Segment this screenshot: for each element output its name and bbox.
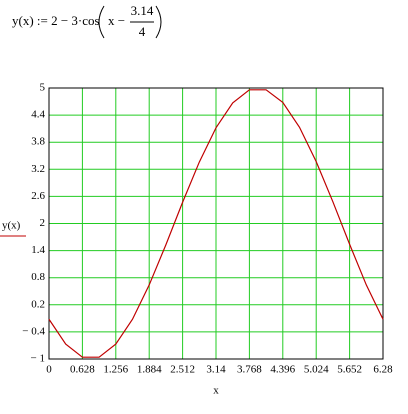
y-tick-label: 0.2 [31, 298, 45, 310]
y-axis-label: y(x) [2, 220, 21, 232]
y-tick-label: 1.4 [31, 244, 45, 256]
x-tick-label: 3.768 [237, 364, 262, 376]
plot-border [48, 87, 384, 360]
paren-right [155, 5, 162, 39]
x-tick-label: 0 [46, 364, 52, 376]
y-tick-label: − 0.4 [22, 325, 45, 337]
x-tick-label: 0.628 [70, 364, 95, 376]
y-tick-label: 3.2 [31, 163, 45, 175]
formula-numerator: 3.14 [131, 3, 154, 18]
x-tick-label: 6.28 [373, 364, 393, 376]
y-tick-label: 3.8 [31, 136, 45, 148]
x-tick-label: 3.14 [206, 364, 226, 376]
y-tick-label: 0.8 [31, 271, 45, 283]
formula-arg: x − [108, 13, 125, 28]
y-tick-label: 4.4 [31, 109, 45, 121]
formula-denominator: 4 [139, 24, 146, 39]
x-tick-label: 1.884 [137, 364, 162, 376]
paren-left [98, 5, 105, 39]
formula-prefix: y(x) := 2 − 3·cos [12, 13, 100, 28]
x-axis-label: x [213, 385, 219, 397]
x-tick-label: 4.396 [270, 364, 295, 376]
x-tick-label: 1.256 [103, 364, 128, 376]
line [48, 89, 384, 358]
x-tick-label: 2.512 [170, 364, 195, 376]
y-tick-label: − 1 [31, 353, 45, 365]
x-tick-label: 5.024 [304, 364, 329, 376]
y-tick-label: 5 [40, 82, 46, 94]
y-tick-label: 2 [40, 217, 46, 229]
x-tick-label: 5.652 [337, 364, 362, 376]
y-tick-label: 2.6 [31, 190, 45, 202]
